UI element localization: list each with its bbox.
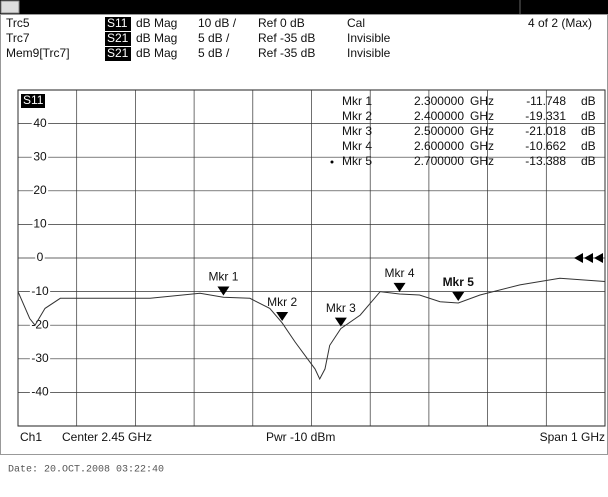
ref-arrow [574, 253, 583, 263]
marker-value: -10.662 [525, 139, 566, 153]
y-tick-label: -20 [31, 317, 49, 331]
ref: Ref -35 dB [258, 46, 315, 60]
trace-count: 4 of 2 (Max) [528, 16, 592, 30]
marker-freq: 2.400000 [414, 109, 464, 123]
marker-name: Mkr 5 [342, 154, 372, 168]
marker-value: -13.388 [525, 154, 566, 168]
trace-name: Trc7 [6, 31, 30, 45]
y-tick-label: -40 [31, 385, 49, 399]
trace-name: Trc5 [6, 16, 30, 30]
y-tick-label: 10 [33, 217, 47, 231]
marker-triangle [217, 286, 230, 296]
marker-name: Mkr 4 [342, 139, 372, 153]
marker-value-unit: dB [581, 124, 596, 138]
param-box [105, 32, 131, 46]
scale: 5 dB / [198, 31, 230, 45]
scale: 5 dB / [198, 46, 230, 60]
marker-freq-unit: GHz [470, 139, 494, 153]
trace-label-box [21, 94, 45, 108]
marker-triangle [276, 311, 289, 321]
ref-arrow [594, 253, 603, 263]
param: S21 [107, 31, 129, 45]
marker-freq: 2.700000 [414, 154, 464, 168]
status: Invisible [347, 46, 391, 60]
marker-label: Mkr 1 [208, 270, 238, 284]
y-tick-label: -30 [31, 351, 49, 365]
marker-freq-unit: GHz [470, 154, 494, 168]
marker-value: -21.018 [525, 124, 566, 138]
param-box [105, 47, 131, 61]
marker-freq-unit: GHz [470, 94, 494, 108]
marker-label: Mkr 3 [326, 301, 356, 315]
marker-freq: 2.300000 [414, 94, 464, 108]
active-dot [330, 160, 334, 164]
param: S11 [107, 16, 128, 30]
marker-triangle [393, 282, 406, 292]
y-tick-label: 30 [33, 149, 47, 163]
format: dB Mag [136, 16, 177, 30]
marker-value-unit: dB [581, 94, 596, 108]
channel: Ch1 [20, 430, 42, 444]
marker-name: Mkr 2 [342, 109, 372, 123]
trace [17, 277, 606, 381]
y-tick-label: 40 [33, 116, 47, 130]
marker-freq-unit: GHz [470, 124, 494, 138]
status: Cal [347, 16, 365, 30]
marker-freq: 2.500000 [414, 124, 464, 138]
marker-triangle [334, 317, 347, 327]
ref-arrow [584, 253, 593, 263]
trace-name: Mem9[Trc7] [6, 46, 70, 60]
trace-label: S11 [23, 93, 44, 107]
marker-value: -19.331 [525, 109, 566, 123]
format: dB Mag [136, 31, 177, 45]
y-tick-label: 0 [37, 250, 44, 264]
marker-value-unit: dB [581, 109, 596, 123]
center: Center 2.45 GHz [62, 430, 152, 444]
marker-value: -11.748 [526, 94, 566, 108]
marker-label: Mkr 5 [443, 275, 475, 289]
logo [0, 0, 20, 14]
marker-freq: 2.600000 [414, 139, 464, 153]
scale: 10 dB / [198, 16, 237, 30]
y-tick-label: -10 [31, 284, 49, 298]
format: dB Mag [136, 46, 177, 60]
status: Invisible [347, 31, 391, 45]
marker-name: Mkr 3 [342, 124, 372, 138]
marker-label: Mkr 4 [385, 266, 415, 280]
power: Pwr -10 dBm [266, 430, 335, 444]
marker-name: Mkr 1 [342, 94, 372, 108]
span: Span 1 GHz [540, 430, 605, 444]
marker-freq-unit: GHz [470, 109, 494, 123]
date: Date: 20.OCT.2008 03:22:40 [8, 465, 164, 476]
ref: Ref 0 dB [258, 16, 305, 30]
param-box [105, 17, 131, 31]
marker-value-unit: dB [581, 154, 596, 168]
title-bar [0, 0, 608, 14]
param: S21 [107, 46, 129, 60]
y-tick-label: 20 [33, 183, 47, 197]
ref: Ref -35 dB [258, 31, 315, 45]
marker-value-unit: dB [581, 139, 596, 153]
marker-triangle [452, 291, 465, 301]
marker-label: Mkr 2 [267, 295, 297, 309]
